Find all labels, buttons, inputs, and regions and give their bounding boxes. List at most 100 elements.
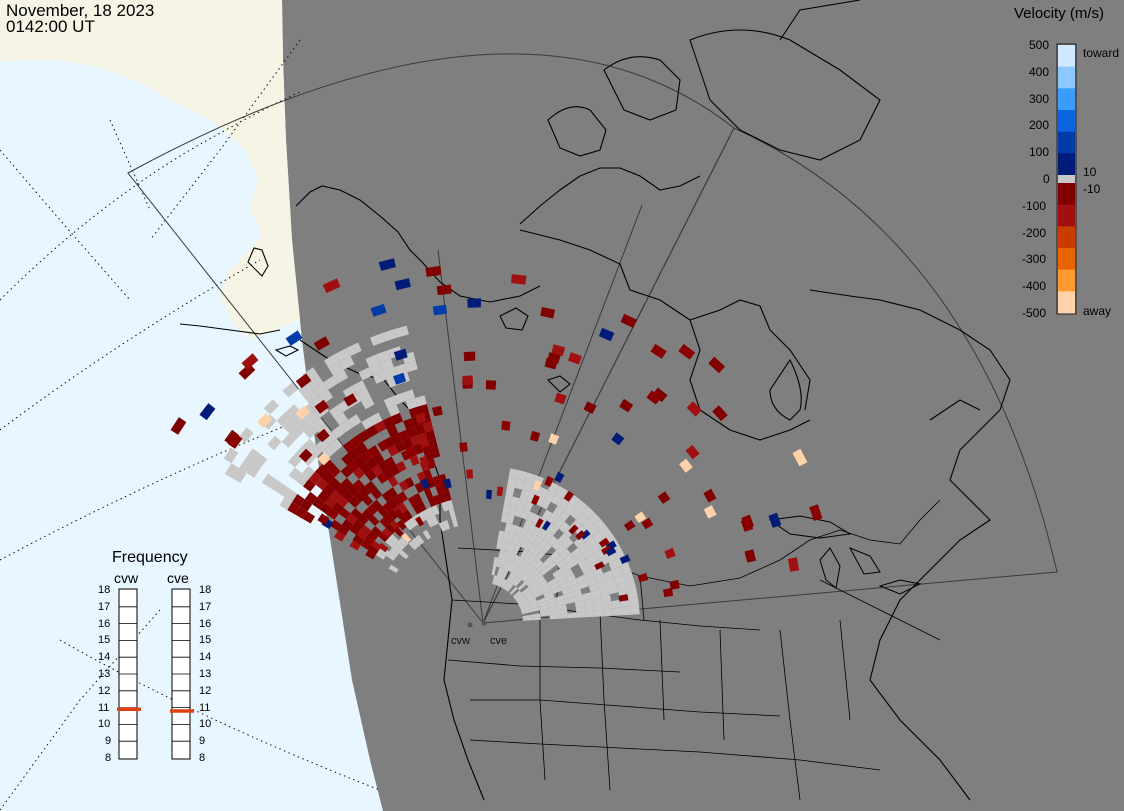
ground-scatter-cell	[585, 610, 595, 618]
ground-scatter-cell	[558, 510, 571, 522]
ground-scatter-cell	[421, 509, 431, 520]
ground-scatter-cell	[577, 542, 590, 554]
ground-scatter-cell	[551, 539, 563, 551]
ground-scatter-cell	[535, 575, 546, 585]
ground-scatter-cell	[446, 500, 454, 510]
velocity-cell	[365, 550, 376, 560]
ground-scatter-cell	[318, 389, 333, 404]
velocity-cell	[403, 418, 415, 430]
velocity-cell	[443, 478, 452, 489]
ground-scatter-cell	[356, 388, 371, 402]
velocity-cell	[387, 475, 399, 488]
velocity-cell	[341, 519, 354, 530]
ground-scatter-cell	[365, 354, 380, 368]
ground-scatter-cell	[361, 417, 375, 430]
velocity-cell	[287, 501, 300, 515]
ground-scatter-cell	[601, 594, 612, 603]
ground-scatter-cell	[526, 578, 536, 587]
ground-scatter-cell	[524, 592, 534, 600]
ground-scatter-cell	[430, 515, 439, 526]
velocity-cell	[350, 507, 362, 520]
frequency-tick-right: 10	[199, 718, 212, 731]
ground-scatter-cell	[521, 573, 531, 583]
ground-scatter-cell	[520, 606, 531, 612]
ground-scatter-cell	[519, 570, 528, 580]
velocity-cell	[330, 519, 342, 531]
velocity-cell	[361, 509, 373, 520]
ground-scatter-cell	[509, 586, 518, 595]
velocity-cell	[679, 458, 693, 473]
velocity-cell	[336, 495, 349, 508]
ground-scatter-cell	[573, 536, 585, 548]
ground-scatter-cell	[311, 417, 326, 432]
ground-scatter-cell	[590, 589, 601, 599]
ground-scatter-cell	[565, 573, 576, 583]
ground-scatter-cell	[549, 610, 559, 616]
velocity-cell	[792, 448, 808, 467]
velocity-cell	[341, 452, 354, 466]
ground-scatter-cell	[502, 580, 510, 590]
velocity-cell	[312, 497, 325, 510]
velocity-cell	[334, 530, 346, 542]
ground-scatter-cell	[567, 612, 577, 619]
ground-scatter-cell	[602, 601, 613, 610]
ground-scatter-cell	[261, 473, 276, 488]
ground-scatter-cell	[496, 557, 502, 568]
ground-scatter-cell	[530, 556, 540, 567]
ground-scatter-cell	[528, 533, 539, 544]
frequency-tick-right: 17	[199, 600, 212, 613]
velocity-cell	[544, 357, 558, 370]
ground-scatter-cell	[543, 490, 556, 502]
ground-scatter-cell	[540, 611, 550, 617]
ground-scatter-cell	[539, 566, 550, 576]
ground-scatter-cell	[593, 518, 606, 532]
ground-scatter-cell	[518, 599, 528, 606]
away-label: away	[1083, 304, 1112, 318]
ground-scatter-cell	[502, 531, 510, 542]
velocity-cell	[406, 426, 418, 438]
night-region	[282, 0, 1124, 811]
ground-scatter-cell	[536, 486, 548, 499]
ground-scatter-cell	[527, 553, 537, 564]
velocity-cell	[329, 489, 342, 502]
ground-scatter-cell	[531, 616, 541, 621]
ground-scatter-cell	[592, 596, 603, 605]
ground-scatter-cell	[269, 478, 283, 493]
ground-scatter-cell	[557, 604, 567, 611]
velocity-cell	[371, 499, 383, 511]
ground-scatter-cell	[442, 520, 451, 530]
ground-scatter-cell	[253, 453, 268, 469]
velocity-cell	[292, 494, 305, 507]
velocity-cell	[678, 343, 696, 360]
ground-scatter-cell	[508, 562, 516, 573]
ground-scatter-cell	[562, 568, 574, 578]
velocity-cell	[535, 518, 544, 529]
ground-scatter-cell	[574, 600, 585, 608]
ground-scatter-cell	[555, 573, 566, 583]
velocity-cell	[350, 434, 363, 448]
velocity-cell	[430, 447, 441, 459]
ground-scatter-cell	[399, 550, 409, 560]
velocity-cell	[425, 265, 442, 277]
ground-scatter-cell	[331, 425, 345, 439]
velocity-cell	[554, 392, 567, 405]
ground-scatter-cell	[530, 569, 540, 579]
velocity-cell	[619, 554, 631, 564]
frequency-tick-right: 16	[199, 617, 212, 630]
velocity-cell	[664, 547, 676, 559]
ground-scatter-cell	[515, 594, 525, 602]
ground-scatter-cell	[582, 592, 593, 601]
ground-scatter-cell	[570, 507, 582, 520]
ground-scatter-cell	[612, 607, 622, 616]
frequency-tick-right: 9	[199, 735, 206, 748]
ground-scatter-cell	[369, 362, 384, 376]
ground-scatter-cell	[554, 595, 565, 603]
ground-scatter-cell	[548, 606, 558, 612]
velocity-tick-label: -300	[1022, 252, 1047, 267]
velocity-cell	[257, 413, 273, 429]
velocity-tick-label: 0	[1043, 172, 1050, 186]
velocity-cell	[427, 496, 437, 507]
ground-scatter-cell	[282, 418, 298, 434]
velocity-cell	[241, 353, 259, 370]
ground-scatter-cell	[515, 536, 525, 547]
